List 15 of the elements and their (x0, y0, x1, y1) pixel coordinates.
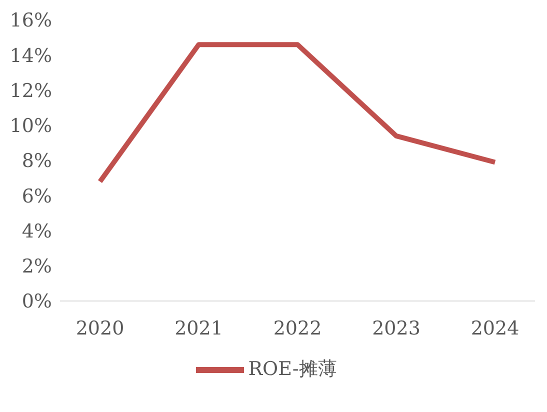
y-tick-label: 12% (10, 80, 52, 102)
y-tick-label: 8% (22, 150, 52, 172)
y-tick-label: 16% (10, 10, 52, 32)
y-tick-label: 0% (22, 290, 52, 313)
x-tick-label: 2024 (470, 317, 520, 340)
y-tick-label: 4% (22, 220, 52, 242)
y-tick-label: 6% (22, 185, 52, 208)
y-tick-label: 14% (10, 44, 52, 67)
x-tick-label: 2023 (372, 317, 420, 340)
legend-label: ROE-摊薄 (248, 358, 337, 380)
x-tick-label: 2022 (273, 317, 322, 340)
x-tick-label: 2020 (76, 317, 124, 340)
y-tick-label: 2% (22, 256, 52, 278)
x-tick-label: 2021 (174, 317, 223, 340)
y-tick-label: 10% (10, 115, 52, 138)
